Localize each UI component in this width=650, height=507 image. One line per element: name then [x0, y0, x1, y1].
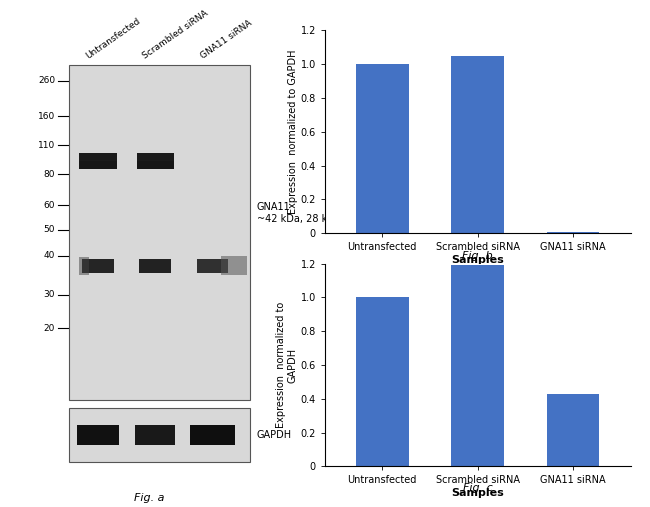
Y-axis label: Expression  normalized to
GAPDH: Expression normalized to GAPDH [276, 302, 298, 428]
Bar [79, 257, 90, 275]
Text: 50: 50 [44, 226, 55, 234]
Text: 40: 40 [44, 251, 55, 261]
Text: Fig. a: Fig. a [135, 493, 164, 503]
Bar [79, 153, 116, 169]
Bar [452, 56, 504, 233]
Text: Scrambled siRNA: Scrambled siRNA [142, 9, 211, 60]
Bar [140, 259, 171, 273]
Bar [83, 259, 114, 273]
X-axis label: Samples: Samples [451, 255, 504, 265]
Text: 80: 80 [44, 170, 55, 178]
Bar [356, 64, 409, 233]
Bar [547, 232, 599, 233]
Y-axis label: Expression  normalized to GAPDH: Expression normalized to GAPDH [288, 50, 298, 214]
Text: 110: 110 [38, 141, 55, 150]
Text: 260: 260 [38, 76, 55, 85]
Bar [190, 425, 235, 445]
Bar [136, 153, 174, 169]
Bar [136, 161, 174, 169]
Text: GAPDH: GAPDH [257, 430, 292, 440]
Text: Fig. b: Fig. b [462, 251, 493, 261]
Text: 30: 30 [44, 290, 55, 299]
Bar [70, 65, 250, 400]
Text: GNA11
~42 kDa, 28 kDa: GNA11 ~42 kDa, 28 kDa [257, 202, 341, 224]
Bar [77, 425, 120, 445]
Text: GNA11 siRNA: GNA11 siRNA [199, 18, 254, 60]
X-axis label: Samples: Samples [451, 488, 504, 498]
Bar [221, 256, 247, 275]
Bar [197, 259, 228, 273]
Text: 160: 160 [38, 112, 55, 121]
Text: Fig. c: Fig. c [463, 483, 493, 493]
Text: 60: 60 [44, 201, 55, 210]
Bar [70, 409, 250, 462]
Bar [135, 425, 176, 445]
Bar [547, 394, 599, 466]
Bar [452, 265, 504, 466]
Bar [356, 298, 409, 466]
Text: Untransfected: Untransfected [84, 16, 142, 60]
Bar [79, 161, 116, 169]
Text: 20: 20 [44, 323, 55, 333]
